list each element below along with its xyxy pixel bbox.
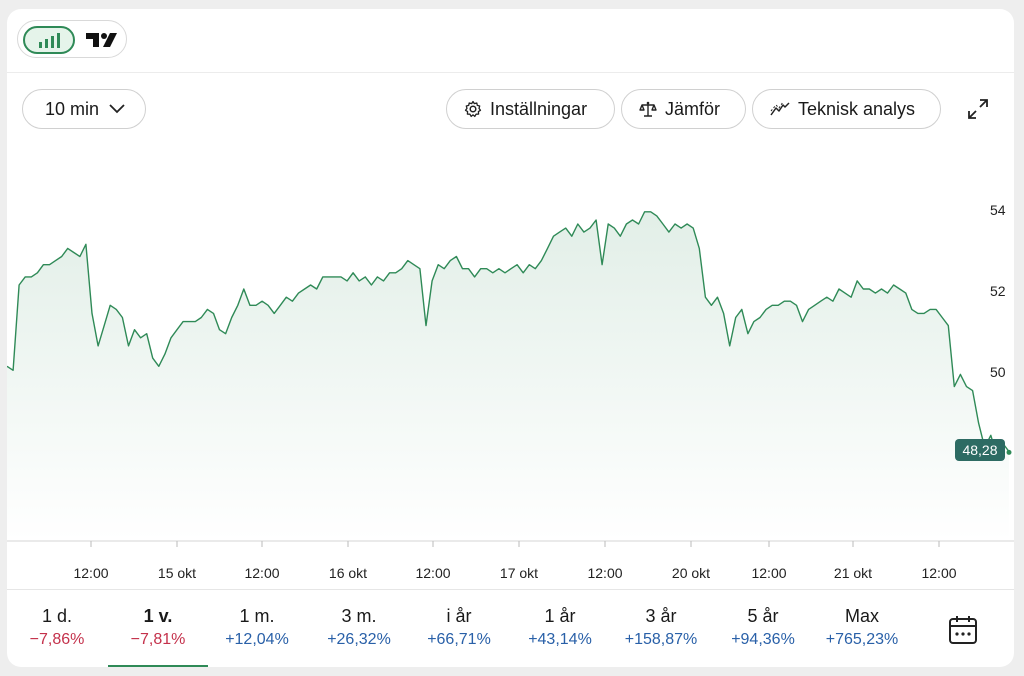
period-1d[interactable]: 1 d. −7,86% <box>7 590 107 667</box>
period-change: +12,04% <box>225 631 289 648</box>
technical-analysis-label: Teknisk analys <box>798 98 916 119</box>
x-tick-label: 12:00 <box>415 565 451 581</box>
gear-icon <box>464 100 482 118</box>
bar-chart-icon[interactable] <box>23 26 75 54</box>
x-tick-label: 12:00 <box>587 565 623 581</box>
period-label: 3 år <box>645 606 677 626</box>
period-label: Max <box>844 606 879 626</box>
period-label: 1 år <box>544 606 576 626</box>
interval-label: 10 min <box>45 98 100 119</box>
period-change: +43,14% <box>528 631 592 648</box>
trend-line-icon <box>770 101 790 117</box>
x-tick-label: 17 okt <box>499 565 539 581</box>
x-tick-label: 12:00 <box>73 565 109 581</box>
period-label: 3 m. <box>341 606 377 626</box>
period-1m[interactable]: 1 m. +12,04% <box>207 590 307 667</box>
interval-dropdown[interactable]: 10 min <box>22 89 146 129</box>
period-3m[interactable]: 3 m. +26,32% <box>309 590 409 667</box>
chevron-down-icon <box>109 104 125 114</box>
period-change: +765,23% <box>825 631 899 648</box>
compare-label: Jämför <box>665 98 721 119</box>
period-label: 1 d. <box>41 606 73 626</box>
x-tick-label: 20 okt <box>671 565 711 581</box>
period-label: 1 m. <box>239 606 275 626</box>
settings-button[interactable]: Inställningar <box>446 89 615 129</box>
period-change: −7,81% <box>130 631 186 648</box>
period-change: +66,71% <box>427 631 491 648</box>
price-chart <box>7 211 1014 547</box>
period-label: 5 år <box>747 606 779 626</box>
view-toggle-bar <box>7 9 1014 73</box>
last-price-tag: 48,28 <box>955 439 1005 461</box>
period-5y[interactable]: 5 år +94,36% <box>713 590 813 667</box>
y-tick-label: 52 <box>990 283 1006 299</box>
period-label: 1 v. <box>143 606 173 626</box>
period-1y[interactable]: 1 år +43,14% <box>510 590 610 667</box>
period-change: +94,36% <box>731 631 795 648</box>
tradingview-logo[interactable] <box>84 27 120 53</box>
period-change: +158,87% <box>624 631 698 648</box>
price-area <box>7 211 1009 542</box>
period-max[interactable]: Max +765,23% <box>812 590 912 667</box>
chart-card: 10 min Inställningar Jämför Teknisk anal… <box>7 9 1014 667</box>
period-ytd[interactable]: i år +66,71% <box>409 590 509 667</box>
y-tick-label: 50 <box>990 364 1006 380</box>
view-toggle <box>17 20 127 58</box>
last-price-point <box>1006 449 1012 455</box>
expand-icon[interactable] <box>964 95 992 123</box>
compare-button[interactable]: Jämför <box>621 89 746 129</box>
x-tick-label: 15 okt <box>157 565 197 581</box>
x-tick-label: 12:00 <box>921 565 957 581</box>
x-tick-label: 12:00 <box>751 565 787 581</box>
period-change: +26,32% <box>327 631 391 648</box>
x-tick-label: 12:00 <box>244 565 280 581</box>
price-line <box>7 211 1010 457</box>
scale-icon <box>639 100 657 118</box>
calendar-icon[interactable] <box>947 614 979 646</box>
y-tick-label: 54 <box>990 202 1006 218</box>
period-label: i år <box>446 606 472 626</box>
technical-analysis-button[interactable]: Teknisk analys <box>752 89 941 129</box>
settings-label: Inställningar <box>490 98 588 119</box>
period-selector: 1 d. −7,86% 1 v. −7,81% 1 m. +12,04% 3 m. +2… <box>7 589 1014 667</box>
x-tick-label: 16 okt <box>328 565 368 581</box>
x-tick-label: 21 okt <box>833 565 873 581</box>
period-1w[interactable]: 1 v. −7,81% <box>108 590 208 667</box>
period-3y[interactable]: 3 år +158,87% <box>611 590 711 667</box>
period-change: −7,86% <box>29 631 85 648</box>
